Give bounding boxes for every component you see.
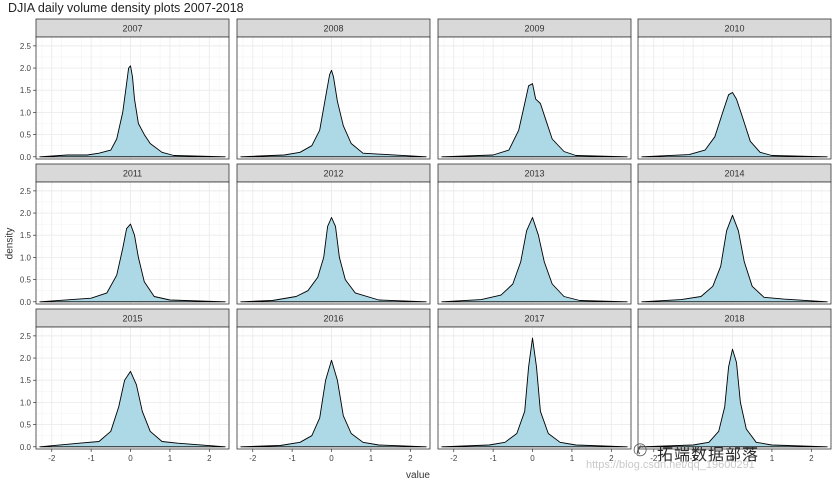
y-tick-label: 2.0 xyxy=(20,64,32,73)
facet-label: 2016 xyxy=(323,314,343,324)
chart-title: DJIA daily volume density plots 2007-201… xyxy=(8,1,244,15)
y-tick-label: 0.5 xyxy=(20,131,32,140)
x-tick-label: 1 xyxy=(369,454,374,463)
density-area-2013 xyxy=(441,217,628,303)
density-area-2016 xyxy=(240,359,427,448)
x-tick-label: 0 xyxy=(329,454,334,463)
x-tick-label: -1 xyxy=(490,454,498,463)
facet-label: 2010 xyxy=(724,24,744,34)
facet-label: 2008 xyxy=(323,24,343,34)
facet-label: 2009 xyxy=(524,24,544,34)
density-area-2012 xyxy=(240,217,427,303)
facet-label: 2017 xyxy=(524,314,544,324)
x-tick-label: -1 xyxy=(289,454,297,463)
x-tick-label: -1 xyxy=(88,454,96,463)
facet-label: 2012 xyxy=(323,169,343,179)
facet-label: 2018 xyxy=(724,314,744,324)
x-tick-label: 2 xyxy=(408,454,413,463)
y-tick-label: 0.0 xyxy=(20,443,32,452)
facet-label: 2014 xyxy=(724,169,744,179)
facet-label: 2007 xyxy=(122,24,142,34)
x-tick-label: 0 xyxy=(128,454,133,463)
x-tick-label: 2 xyxy=(609,454,614,463)
y-tick-label: 2.0 xyxy=(20,209,32,218)
y-tick-label: 2.0 xyxy=(20,354,32,363)
x-tick-label: -2 xyxy=(249,454,257,463)
y-tick-label: 1.5 xyxy=(20,231,32,240)
panel-border xyxy=(637,181,832,305)
y-tick-label: 1.0 xyxy=(20,398,32,407)
panel-border xyxy=(437,36,632,160)
density-area-2011 xyxy=(39,223,226,303)
watermark-brand: 拓端数据部落 xyxy=(657,445,760,464)
panel-border xyxy=(35,326,230,450)
density-area-2017 xyxy=(441,337,628,448)
x-tick-label: 1 xyxy=(168,454,173,463)
x-tick-label: 1 xyxy=(570,454,575,463)
y-tick-label: 1.0 xyxy=(20,108,32,117)
x-axis-title: value xyxy=(406,470,430,481)
panel-border xyxy=(637,326,832,450)
density-area-2015 xyxy=(39,370,226,448)
watermark-url: https://blog.csdn.net/qq_19600291 xyxy=(586,459,755,471)
facet-label: 2015 xyxy=(122,314,142,324)
facet-label: 2011 xyxy=(123,169,142,179)
y-tick-label: 2.5 xyxy=(20,187,32,196)
y-tick-label: 2.5 xyxy=(20,42,32,51)
facet-label: 2013 xyxy=(524,169,544,179)
x-tick-label: 1 xyxy=(770,454,775,463)
x-tick-label: 2 xyxy=(207,454,212,463)
panel-border xyxy=(437,181,632,305)
panel-border xyxy=(35,36,230,160)
y-tick-label: 1.5 xyxy=(20,376,32,385)
panel-border xyxy=(35,181,230,305)
panel-border xyxy=(236,36,431,160)
wechat-icon: ✆ xyxy=(633,441,648,460)
density-area-2018 xyxy=(641,348,828,448)
y-tick-label: 0.5 xyxy=(20,276,32,285)
x-tick-label: -1 xyxy=(690,454,698,463)
x-tick-label: 2 xyxy=(809,454,814,463)
panel-border xyxy=(637,36,832,160)
x-tick-label: 0 xyxy=(730,454,735,463)
y-tick-label: 0.5 xyxy=(20,421,32,430)
density-area-2014 xyxy=(641,214,828,303)
x-tick-label: -2 xyxy=(450,454,458,463)
x-tick-label: 0 xyxy=(530,454,535,463)
y-tick-label: 1.0 xyxy=(20,253,32,262)
y-tick-label: 1.5 xyxy=(20,86,32,95)
y-axis-title: density xyxy=(4,227,16,260)
y-tick-label: 0.0 xyxy=(20,298,32,307)
x-tick-label: -2 xyxy=(48,454,56,463)
density-area-2008 xyxy=(240,69,427,158)
density-area-2007 xyxy=(39,65,226,158)
density-area-2010 xyxy=(641,92,828,158)
panel-border xyxy=(236,326,431,450)
y-tick-label: 0.0 xyxy=(20,153,32,162)
x-tick-label: -2 xyxy=(650,454,658,463)
panel-border xyxy=(236,181,431,305)
density-area-2009 xyxy=(441,83,628,158)
panel-border xyxy=(437,326,632,450)
y-tick-label: 2.5 xyxy=(20,332,32,341)
